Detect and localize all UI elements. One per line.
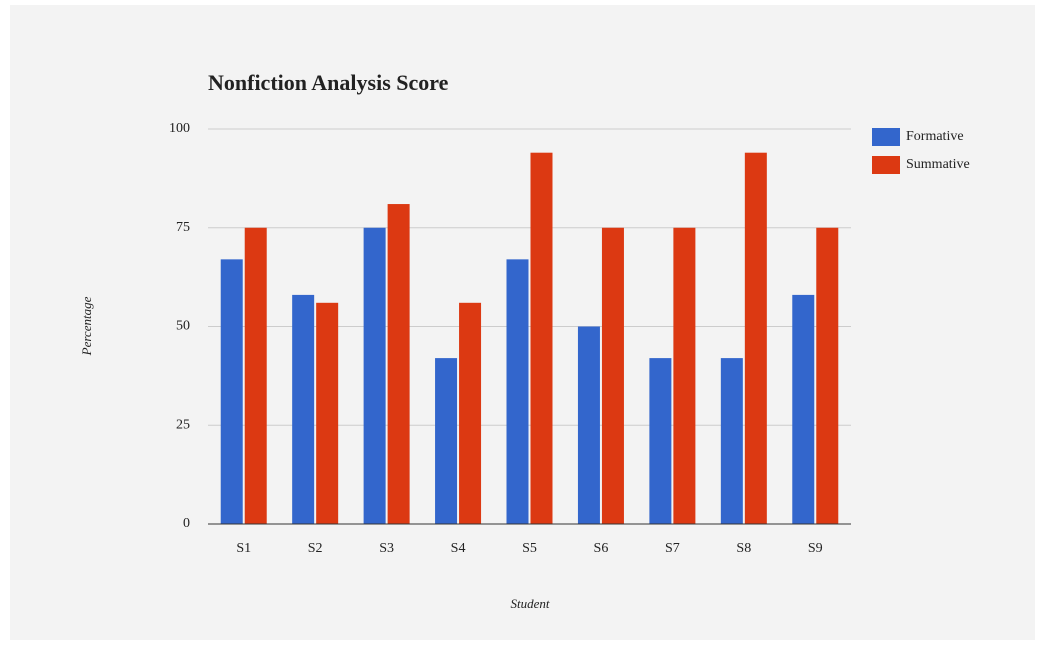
legend-label: Summative xyxy=(906,157,970,172)
x-tick-label: S4 xyxy=(451,541,466,556)
x-tick-label: S7 xyxy=(665,541,680,556)
bar xyxy=(744,152,767,524)
legend-swatch xyxy=(872,128,900,146)
y-axis-label: Percentage xyxy=(79,296,94,356)
x-tick-label: S1 xyxy=(236,541,251,556)
bar xyxy=(220,259,243,524)
x-tick-label: S8 xyxy=(736,541,751,556)
y-tick-label: 25 xyxy=(176,417,190,432)
bar xyxy=(649,358,672,524)
x-tick-label: S9 xyxy=(808,541,823,556)
x-axis-label: Student xyxy=(511,596,550,611)
x-tick-label: S3 xyxy=(379,541,394,556)
chart-title: Nonfiction Analysis Score xyxy=(208,70,449,95)
bar xyxy=(720,358,743,524)
bar xyxy=(506,259,529,524)
legend-label: Formative xyxy=(906,129,964,144)
bar xyxy=(387,204,410,525)
x-tick-label: S6 xyxy=(594,541,609,556)
bar xyxy=(792,294,815,524)
bar xyxy=(530,152,553,524)
bar xyxy=(435,358,458,524)
bar xyxy=(816,227,839,524)
bar xyxy=(363,227,386,524)
y-tick-label: 0 xyxy=(183,516,190,531)
bar xyxy=(601,227,624,524)
x-tick-label: S2 xyxy=(308,541,323,556)
y-tick-label: 50 xyxy=(176,319,190,334)
x-tick-label: S5 xyxy=(522,541,537,556)
bar xyxy=(244,227,267,524)
bar xyxy=(316,302,339,524)
bar xyxy=(673,227,696,524)
legend-swatch xyxy=(872,156,900,174)
bar xyxy=(459,302,482,524)
bar xyxy=(577,326,600,524)
bar xyxy=(292,294,315,524)
y-tick-label: 100 xyxy=(169,121,190,136)
y-tick-label: 75 xyxy=(176,220,190,235)
